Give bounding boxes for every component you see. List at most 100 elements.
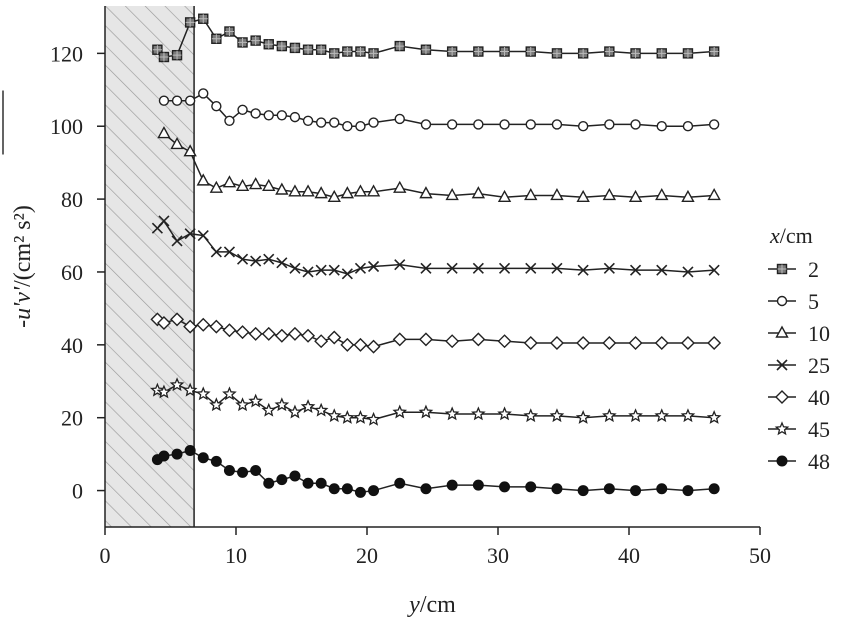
- data-point-5: [394, 113, 405, 125]
- data-point-25: [250, 255, 262, 267]
- data-point-2: [708, 46, 720, 57]
- data-point-40: [209, 319, 224, 334]
- data-point-40: [418, 332, 433, 347]
- data-point-45: [680, 408, 696, 423]
- data-point-5: [184, 95, 196, 106]
- data-point-40: [314, 334, 329, 349]
- data-point-25: [708, 264, 720, 276]
- data-point-5: [315, 117, 327, 128]
- data-point-2: [184, 17, 196, 28]
- data-point-10: [393, 180, 407, 193]
- x-tick-label: 20: [356, 543, 378, 568]
- data-point-10: [707, 188, 721, 201]
- data-point-45: [392, 404, 408, 419]
- y-tick-label: 20: [61, 406, 83, 431]
- data-point-48: [603, 483, 615, 495]
- data-point-5: [263, 110, 274, 121]
- data-point-2: [315, 44, 327, 55]
- data-point-10: [327, 189, 341, 202]
- data-point-45: [366, 411, 381, 426]
- data-point-25: [210, 246, 222, 258]
- data-point-48: [656, 483, 668, 495]
- data-point-25: [158, 215, 170, 227]
- data-point-5: [171, 95, 183, 106]
- data-point-25: [184, 228, 196, 240]
- data-point-5: [198, 88, 209, 99]
- y-tick-label: 60: [61, 260, 83, 285]
- data-point-10: [222, 175, 237, 188]
- data-point-45: [248, 393, 263, 408]
- legend-marker: [774, 421, 790, 436]
- x-tick-label: 30: [487, 543, 509, 568]
- data-point-48: [158, 450, 170, 462]
- legend-marker: [776, 359, 788, 371]
- data-point-5: [420, 119, 432, 130]
- data-point-48: [171, 448, 183, 460]
- series-x-48: [151, 444, 720, 498]
- data-point-45: [274, 397, 290, 412]
- data-point-10: [170, 136, 184, 150]
- data-point-5: [211, 100, 222, 112]
- data-point-2: [329, 48, 340, 59]
- data-point-45: [575, 410, 591, 424]
- legend-marker: [776, 263, 788, 275]
- data-point-48: [368, 485, 380, 497]
- data-point-25: [656, 264, 668, 276]
- data-point-10: [196, 173, 210, 186]
- data-point-5: [551, 119, 563, 130]
- data-point-48: [184, 444, 196, 456]
- data-point-5: [446, 119, 458, 130]
- data-point-48: [210, 455, 222, 467]
- data-point-25: [289, 262, 301, 274]
- x-tick-label: 40: [618, 543, 640, 568]
- x-tick-label: 0: [100, 543, 111, 568]
- data-point-25: [223, 246, 236, 258]
- data-point-45: [471, 406, 486, 421]
- y-tick-label: 0: [72, 479, 83, 504]
- data-point-10: [471, 186, 486, 199]
- data-point-40: [248, 326, 263, 341]
- data-point-10: [301, 184, 315, 197]
- data-point-5: [237, 104, 248, 116]
- data-point-2: [250, 35, 261, 46]
- shaded-region: [105, 6, 195, 527]
- data-point-25: [302, 266, 314, 278]
- data-point-5: [473, 119, 484, 130]
- data-point-25: [525, 262, 537, 274]
- data-point-5: [656, 121, 667, 132]
- data-point-2: [604, 46, 615, 57]
- legend-label: 2: [808, 257, 819, 282]
- data-point-2: [551, 48, 563, 59]
- data-point-10: [235, 178, 250, 192]
- data-point-5: [250, 108, 261, 119]
- data-point-25: [498, 262, 511, 274]
- data-point-2: [171, 49, 183, 61]
- series-x-2: [152, 13, 720, 63]
- data-point-25: [682, 266, 694, 278]
- data-point-40: [156, 315, 171, 330]
- data-point-40: [301, 328, 316, 343]
- legend-item-10: 10: [768, 321, 830, 346]
- data-point-5: [329, 117, 340, 128]
- data-point-25: [367, 260, 380, 273]
- data-point-25: [420, 262, 432, 274]
- data-point-5: [158, 95, 170, 106]
- data-point-45: [156, 384, 172, 399]
- data-point-5: [224, 115, 235, 126]
- data-point-2: [302, 44, 314, 55]
- data-point-40: [654, 336, 669, 350]
- data-point-45: [300, 399, 316, 413]
- data-point-45: [444, 406, 460, 421]
- data-point-45: [418, 404, 434, 419]
- data-point-48: [577, 485, 589, 497]
- data-point-40: [170, 312, 185, 327]
- data-point-48: [197, 452, 209, 464]
- legend-item-48: 48: [768, 449, 830, 474]
- x-tick-label: 50: [749, 543, 771, 568]
- data-point-5: [355, 121, 366, 132]
- series-x-45: [150, 377, 722, 426]
- legend-title: x/cm: [769, 223, 813, 248]
- data-point-2: [289, 42, 301, 54]
- data-point-25: [629, 264, 642, 276]
